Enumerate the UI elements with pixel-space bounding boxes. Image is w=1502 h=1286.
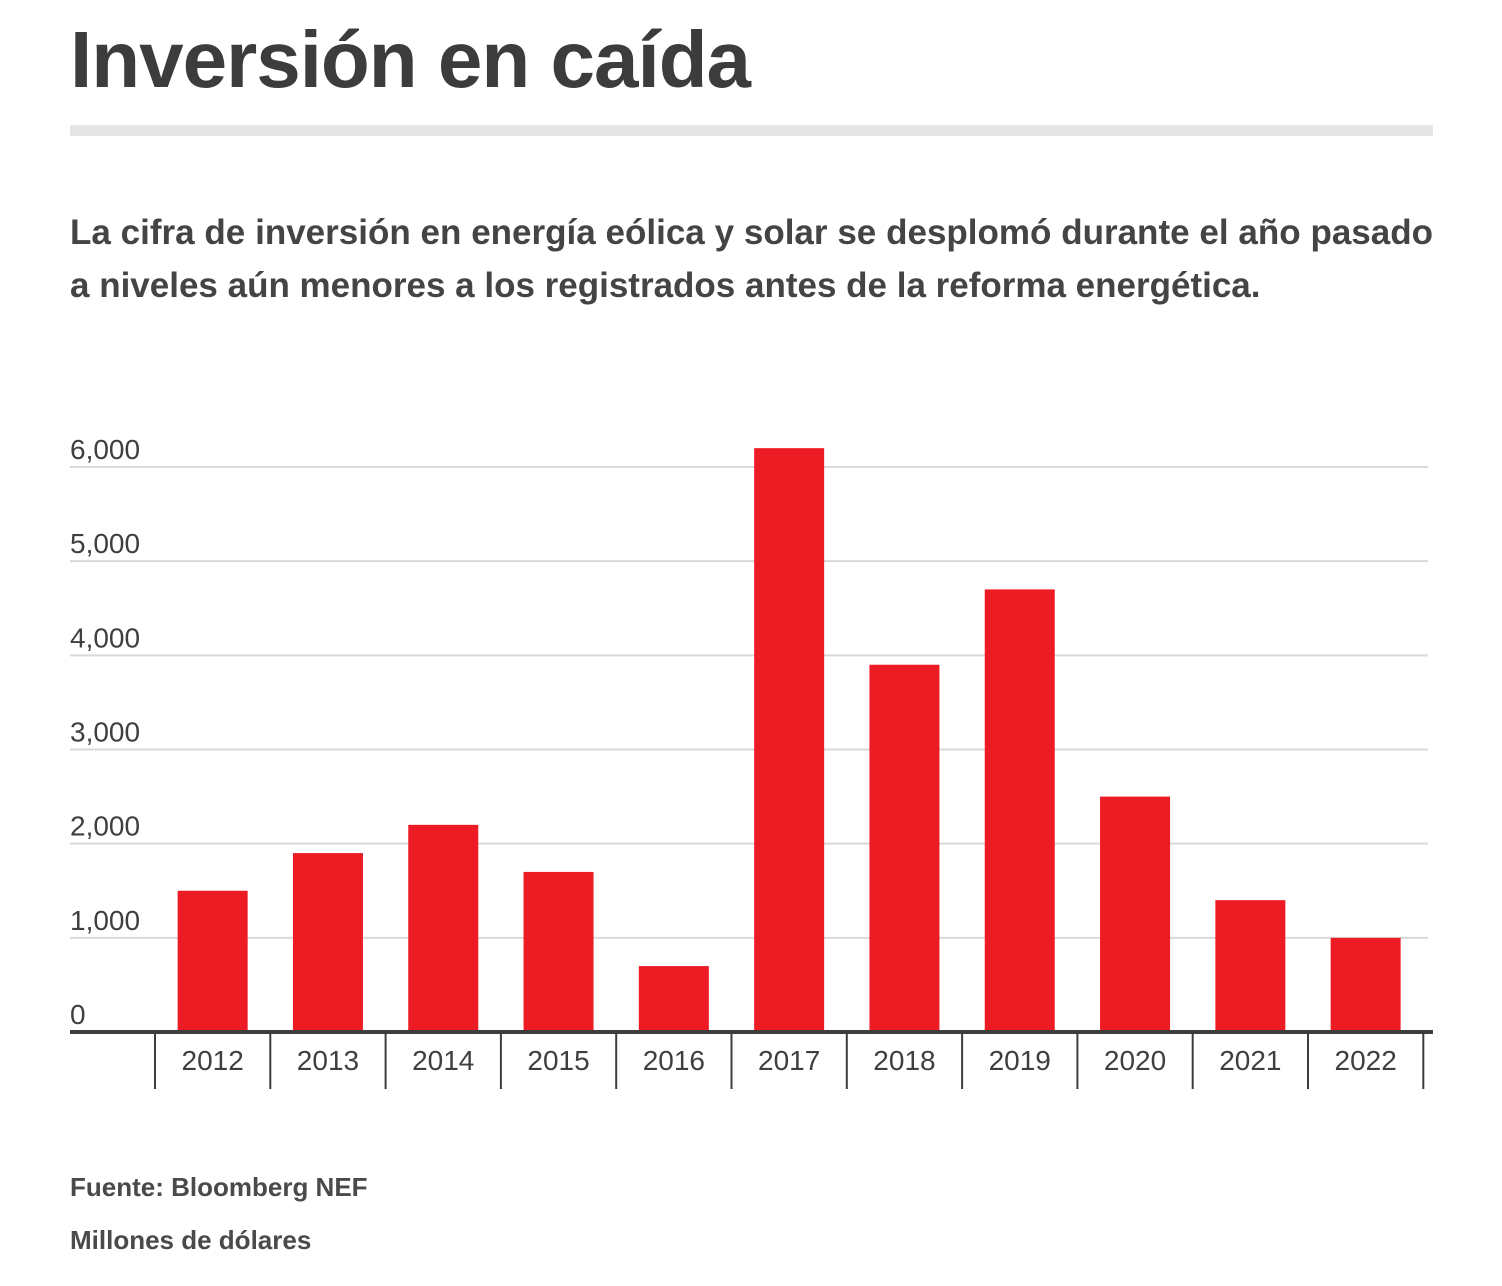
- y-tick-label: 2,000: [70, 811, 140, 842]
- x-tick-label: 2012: [182, 1045, 244, 1076]
- x-tick-label: 2014: [412, 1045, 474, 1076]
- chart-subtitle: La cifra de inversión en energía eólica …: [70, 213, 1433, 305]
- source-note: Fuente: Bloomberg NEF: [70, 1172, 368, 1202]
- x-tick-label: 2022: [1335, 1045, 1397, 1076]
- bar-2019: [984, 589, 1055, 1032]
- x-tick-label: 2019: [989, 1045, 1051, 1076]
- x-tick-label: 2013: [297, 1045, 359, 1076]
- bar-2016: [638, 966, 709, 1032]
- bar-2017: [754, 448, 825, 1033]
- y-tick-label: 4,000: [70, 622, 140, 653]
- chart-title: Inversión en caída: [70, 15, 751, 104]
- y-tick-label: 3,000: [70, 717, 140, 748]
- units-note: Millones de dólares: [70, 1225, 312, 1255]
- y-tick-label: 1,000: [70, 905, 140, 936]
- bar-2020: [1100, 796, 1171, 1032]
- bar-2021: [1215, 900, 1286, 1032]
- x-tick-label: 2015: [527, 1045, 589, 1076]
- y-tick-label: 0: [70, 999, 86, 1030]
- bar-2013: [292, 853, 363, 1032]
- bar-2014: [408, 824, 479, 1032]
- y-tick-label: 6,000: [70, 434, 140, 465]
- x-tick-label: 2018: [873, 1045, 935, 1076]
- x-tick-label: 2021: [1219, 1045, 1281, 1076]
- x-tick-label: 2016: [643, 1045, 705, 1076]
- bar-chart: 0 1,000 2,000 3,000 4,000 5,000 6,000 2012 2013 2…: [70, 434, 1433, 1089]
- bar-2015: [523, 871, 594, 1032]
- title-divider: [70, 125, 1433, 136]
- bar-2012: [177, 890, 248, 1032]
- x-tick-label: 2020: [1104, 1045, 1166, 1076]
- x-tick-label: 2017: [758, 1045, 820, 1076]
- bar-2018: [869, 664, 940, 1032]
- bar-2022: [1330, 937, 1401, 1032]
- y-tick-label: 5,000: [70, 528, 140, 559]
